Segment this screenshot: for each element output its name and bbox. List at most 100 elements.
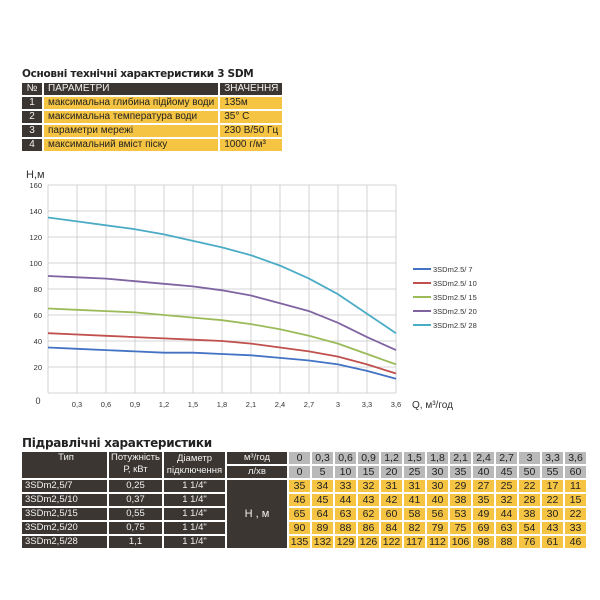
head-cell: 11 (565, 480, 586, 492)
x-tick-label: 0 (35, 396, 40, 406)
hyd-row: 3SDm2,5/10 0,37 1 1/4" 46 45 44 43 42 41 40 38 35 32… (22, 494, 586, 506)
flow-l-cell: 25 (404, 466, 425, 478)
head-cell: 84 (381, 522, 402, 534)
spec-row: 1 максимальна глибина підйому води 135м (22, 97, 283, 109)
flow-m3-cell: 2,4 (473, 452, 494, 464)
flow-m3-cell: 1,5 (404, 452, 425, 464)
legend-item: 3SDm2.5/ 15 (413, 290, 477, 304)
head-cell: 90 (289, 522, 310, 534)
flow-m3-cell: 2,7 (496, 452, 517, 464)
flow-l-cell: 55 (542, 466, 563, 478)
header-value: ЗНАЧЕННЯ (220, 83, 283, 95)
x-tick-label: 2,4 (275, 400, 285, 409)
head-cell: 35 (289, 480, 310, 492)
head-cell: 135 (289, 536, 310, 548)
head-cell: 46 (289, 494, 310, 506)
pump-type: 3SDm2,5/7 (22, 480, 107, 492)
x-tick-label: 2,7 (304, 400, 314, 409)
y-tick-label: 160 (29, 181, 42, 190)
flow-l-cell: 40 (473, 466, 494, 478)
spec-param: максимальний вміст піску (44, 139, 219, 151)
x-tick-label: 0,9 (130, 400, 140, 409)
head-flow-chart: 20 40 60 80 100 120 140 160 0 0,3 0,6 0,9 1,2 1,5 1,8 2… (26, 169, 453, 411)
head-cell: 22 (542, 494, 563, 506)
flow-l-cell: 5 (312, 466, 333, 478)
head-cell: 89 (312, 522, 333, 534)
head-cell: 88 (496, 536, 517, 548)
head-cell: 82 (404, 522, 425, 534)
head-cell: 61 (542, 536, 563, 548)
head-cell: 44 (496, 508, 517, 520)
chart-legend: 3SDm2.5/ 7 3SDm2.5/ 10 3SDm2.5/ 15 3SDm2.5/… (413, 262, 477, 332)
spec-row: 2 максимальна температура води 35° C (22, 111, 283, 123)
spec-param: максимальна глибина підйому води (44, 97, 219, 109)
head-cell: 27 (473, 480, 494, 492)
head-cell: 56 (427, 508, 448, 520)
flow-l-cell: 15 (358, 466, 379, 478)
flow-m3-cell: 0,9 (358, 452, 379, 464)
spec-number: 3 (22, 125, 42, 137)
legend-item: 3SDm2.5/ 10 (413, 276, 477, 290)
head-cell: 35 (473, 494, 494, 506)
hyd-header-row-1: Тип Потужність Р, кВт Діаметр підключенн… (22, 452, 586, 478)
head-cell: 32 (496, 494, 517, 506)
head-unit: Н , м (227, 480, 287, 548)
flow-l-cell: 50 (519, 466, 540, 478)
head-cell: 38 (519, 508, 540, 520)
spec-title: Основні технічні характеристики 3 SDM (22, 68, 254, 80)
flow-m3-cell: 0,6 (335, 452, 356, 464)
header-number: № (22, 83, 42, 95)
spec-number: 4 (22, 139, 42, 151)
head-cell: 34 (312, 480, 333, 492)
pump-power: 0,75 (109, 522, 162, 534)
head-cell: 129 (335, 536, 356, 548)
spec-row: 4 максимальний вміст піску 1000 г/м³ (22, 139, 283, 151)
head-cell: 122 (381, 536, 402, 548)
spec-param: параметри мережі (44, 125, 219, 137)
head-cell: 28 (519, 494, 540, 506)
head-cell: 32 (358, 480, 379, 492)
hydraulic-title: Підравлічні характеристики (22, 436, 212, 450)
header-diameter: Діаметр підключення (164, 452, 225, 478)
hyd-row: 3SDm2,5/15 0,55 1 1/4" 65 64 63 62 60 58 56 53 49 44… (22, 508, 586, 520)
pump-type: 3SDm2,5/10 (22, 494, 107, 506)
pump-type: 3SDm2,5/28 (22, 536, 107, 548)
header-param: ПАРАМЕТРИ (44, 83, 219, 95)
legend-swatch (413, 310, 431, 312)
pump-power: 0,37 (109, 494, 162, 506)
hyd-row: 3SDm2,5/20 0,75 1 1/4" 90 89 88 86 84 82 79 75 69 63… (22, 522, 586, 534)
head-cell: 38 (450, 494, 471, 506)
x-tick-label: 1,5 (188, 400, 198, 409)
y-tick-label: 140 (29, 207, 42, 216)
head-cell: 46 (565, 536, 586, 548)
series-line (47, 275, 397, 351)
legend-label: 3SDm2.5/ 20 (433, 306, 477, 316)
head-cell: 65 (289, 508, 310, 520)
head-cell: 98 (473, 536, 494, 548)
x-tick-label: 0,3 (72, 400, 82, 409)
head-cell: 49 (473, 508, 494, 520)
series-line (47, 346, 397, 380)
head-cell: 43 (358, 494, 379, 506)
pump-diameter: 1 1/4" (164, 536, 225, 548)
series-line (47, 307, 397, 366)
hyd-row: 3SDm2,5/28 1,1 1 1/4" 135 132 129 126 122 117 112… (22, 536, 586, 548)
legend-label: 3SDm2.5/ 28 (433, 320, 477, 330)
head-cell: 31 (381, 480, 402, 492)
head-cell: 54 (519, 522, 540, 534)
legend-swatch (413, 296, 431, 298)
head-cell: 63 (335, 508, 356, 520)
head-cell: 79 (427, 522, 448, 534)
head-cell: 75 (450, 522, 471, 534)
head-cell: 22 (565, 508, 586, 520)
flow-l-cell: 0 (289, 466, 310, 478)
y-tick-label: 60 (34, 311, 42, 320)
y-tick-label: 20 (34, 363, 42, 372)
hydraulic-table: Тип Потужність Р, кВт Діаметр підключенн… (20, 450, 588, 550)
header-type: Тип (22, 452, 107, 478)
head-cell: 126 (358, 536, 379, 548)
head-cell: 112 (427, 536, 448, 548)
flow-l-cell: 35 (450, 466, 471, 478)
hyd-row: 3SDm2,5/7 0,25 1 1/4" Н , м 35 34 33 32 31 31 30 29… (22, 480, 586, 548)
hyd-header-row-2: л/хв 0 5 10 15 20 25 30 35 40 45 50 55 60 (22, 466, 586, 478)
